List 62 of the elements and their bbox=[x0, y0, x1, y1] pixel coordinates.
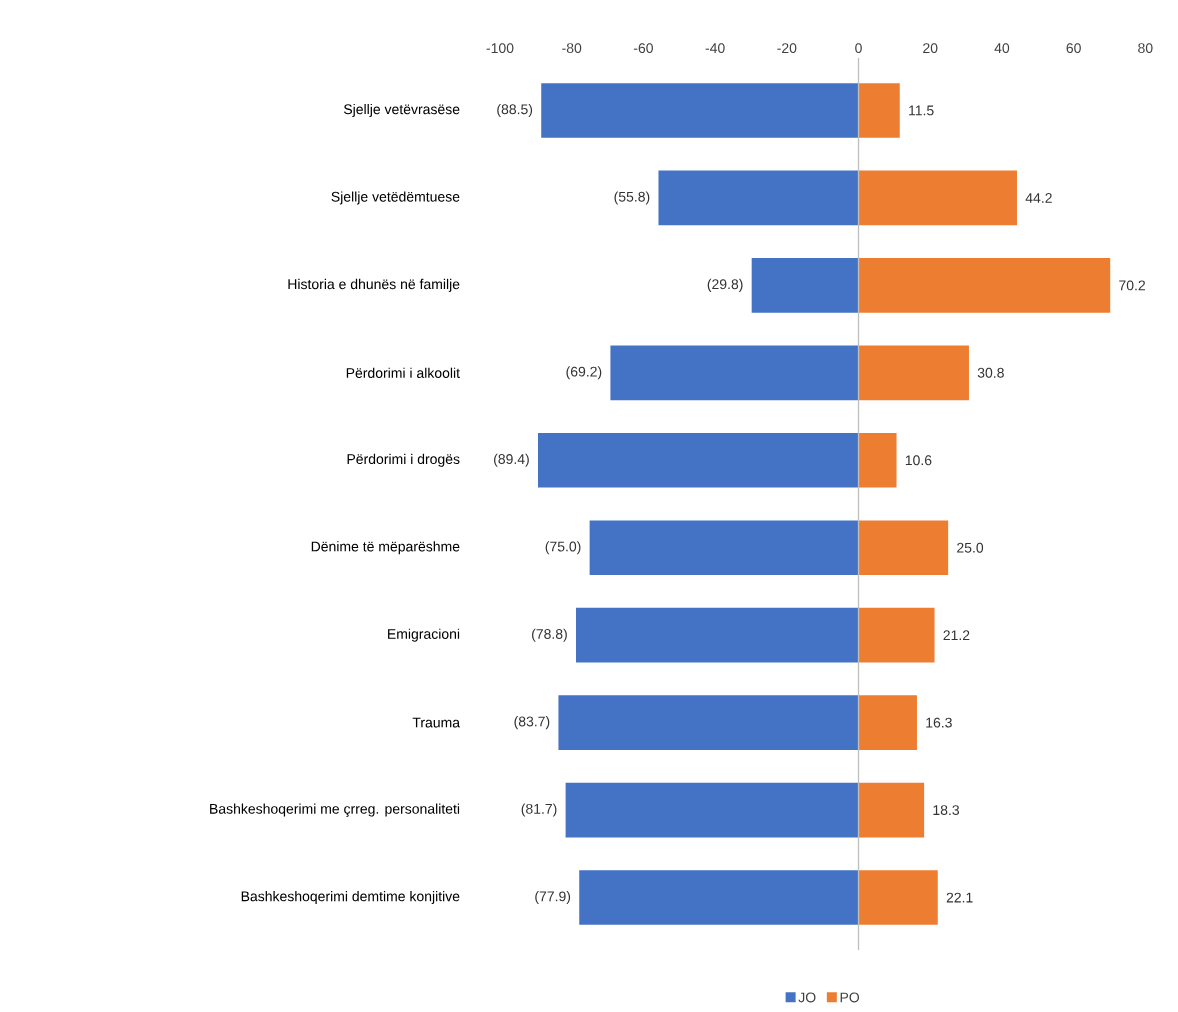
bar bbox=[579, 870, 859, 925]
y-tick-label: Dënime të mëparëshme bbox=[311, 541, 460, 555]
x-tick-label: -20 bbox=[777, 43, 797, 54]
data-label: (69.2) bbox=[566, 366, 602, 380]
x-tick-label: -60 bbox=[633, 43, 653, 54]
y-tick-label: Bashkeshoqerimi me çrreg. personaliteti bbox=[210, 803, 460, 817]
bar bbox=[658, 170, 859, 226]
y-tick-label: Trauma bbox=[412, 717, 461, 728]
data-label: (75.0) bbox=[545, 541, 581, 555]
bar bbox=[751, 258, 859, 313]
data-label: (89.4) bbox=[494, 453, 529, 467]
y-tick-label: Sjellje vetëdëmtuese bbox=[331, 191, 460, 205]
x-tick-label: -80 bbox=[562, 43, 582, 54]
data-label: 44.2 bbox=[1025, 193, 1052, 203]
bar bbox=[858, 83, 900, 138]
y-tick-label: Sjellje vetëvrasëse bbox=[343, 103, 460, 117]
x-tick-label: 20 bbox=[923, 43, 938, 54]
y-tick-label: Përdorimi i alkoolit bbox=[346, 367, 460, 378]
bar bbox=[858, 695, 917, 750]
data-label: (81.7) bbox=[521, 803, 557, 817]
bar bbox=[538, 432, 859, 488]
data-label: (78.8) bbox=[532, 628, 567, 642]
y-tick-label: Emigracioni bbox=[388, 628, 460, 642]
bar bbox=[858, 432, 897, 488]
x-tick-label: -100 bbox=[486, 43, 514, 54]
data-label: 25.0 bbox=[957, 542, 984, 553]
x-tick-label: 0 bbox=[855, 43, 862, 54]
x-tick-label: 80 bbox=[1138, 43, 1153, 54]
bar bbox=[541, 83, 859, 138]
x-tick-label: 60 bbox=[1066, 43, 1081, 54]
bar bbox=[589, 520, 859, 576]
bar bbox=[558, 695, 859, 750]
y-tick-label: Përdorimi i drogës bbox=[347, 453, 460, 467]
bar bbox=[858, 345, 969, 401]
data-label: 30.8 bbox=[977, 367, 1004, 378]
data-label: 11.5 bbox=[909, 105, 934, 116]
bar bbox=[610, 345, 859, 401]
data-label: 18.3 bbox=[933, 805, 960, 816]
legend-label: PO bbox=[840, 992, 860, 1003]
data-label: (83.7) bbox=[514, 716, 550, 730]
y-tick-label: Bashkeshoqerimi demtime konjitive bbox=[241, 891, 460, 905]
bar bbox=[576, 607, 859, 663]
y-tick-label: Historia e dhunës në familje bbox=[288, 278, 460, 292]
bar bbox=[858, 870, 938, 925]
data-label: 16.3 bbox=[926, 717, 952, 728]
bar bbox=[858, 170, 1017, 226]
x-tick-label: 40 bbox=[994, 43, 1010, 54]
bar bbox=[858, 520, 949, 576]
data-label: (55.8) bbox=[614, 191, 650, 205]
data-label: 22.1 bbox=[946, 892, 973, 903]
data-label: 10.6 bbox=[905, 455, 932, 466]
data-label: (29.8) bbox=[707, 278, 743, 292]
x-tick-label: -40 bbox=[705, 43, 725, 54]
data-label: (88.5) bbox=[497, 103, 533, 117]
bar bbox=[565, 782, 859, 838]
data-label: (77.9) bbox=[535, 891, 571, 905]
data-label: 21.2 bbox=[943, 630, 970, 641]
bar bbox=[858, 607, 935, 663]
data-label: 70.2 bbox=[1119, 280, 1145, 291]
legend-label: JO bbox=[798, 992, 816, 1003]
bar bbox=[858, 258, 1111, 313]
bar bbox=[858, 782, 925, 838]
